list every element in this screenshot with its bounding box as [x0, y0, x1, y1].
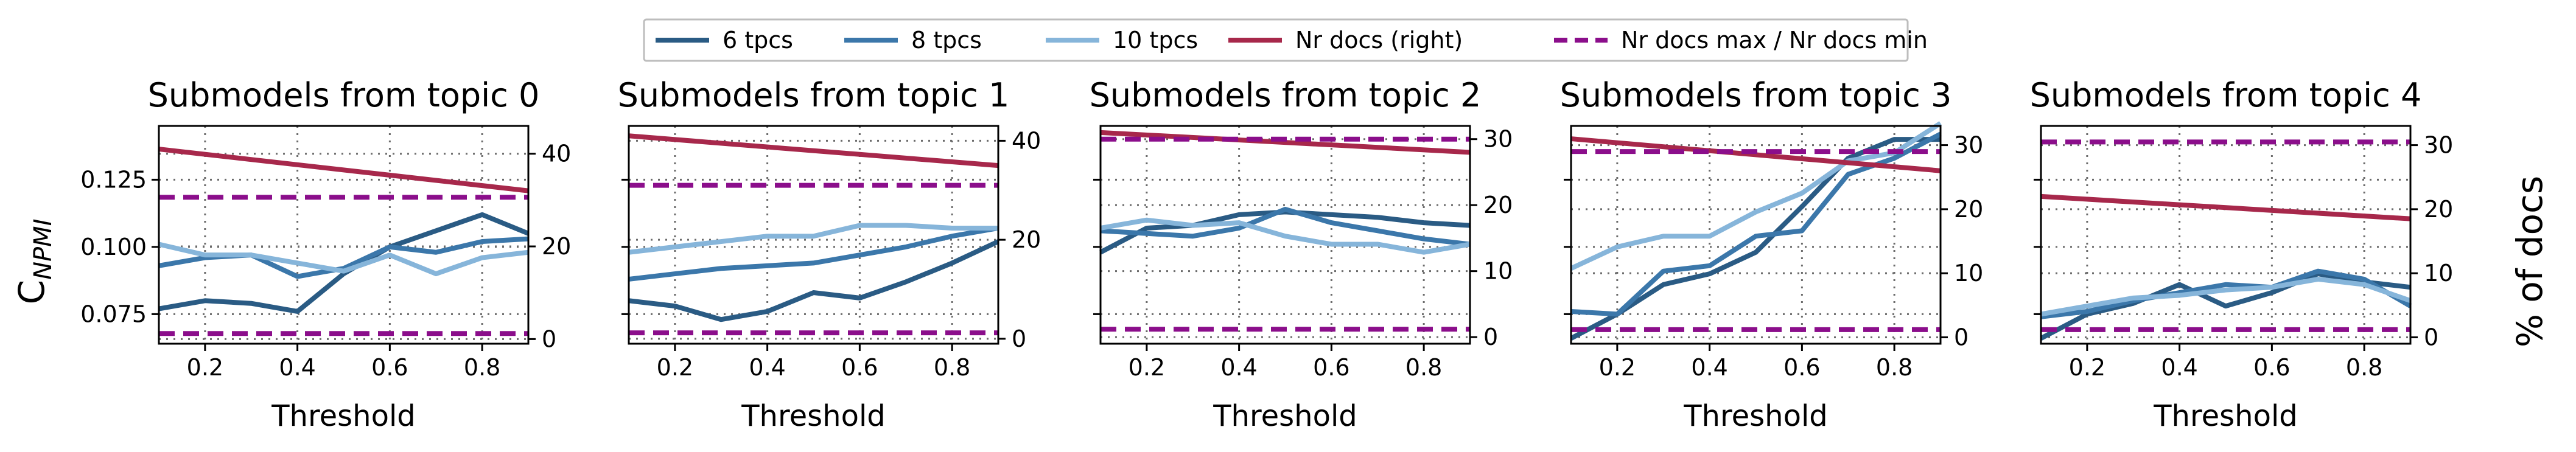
panel-4: Submodels from topic 4 0.2 0.4 0.6 0.8 Thresh…: [2030, 76, 2454, 433]
y-tick-label-left: 0.100: [80, 234, 147, 260]
y-axis-label-left: CNPMI: [11, 219, 57, 305]
x-tick-label: 0.4: [279, 354, 315, 381]
legend-label: 8 tpcs: [911, 27, 982, 54]
series-line-10-tpcs: [1570, 121, 1942, 271]
panels: Submodels from topic 0 0.2 0.4 0.6 0.8 Thresh…: [80, 76, 2453, 433]
y-tick-label-right: 10: [1483, 258, 1513, 285]
y-tick-label-left: 0.075: [80, 301, 147, 327]
series-line-nr-docs: [628, 133, 999, 169]
series-line-10-tpcs: [2040, 276, 2412, 317]
x-axis-label: Threshold: [1683, 399, 1828, 433]
x-tick-label: 0.2: [1599, 354, 1636, 381]
x-tick-label: 0.2: [2069, 354, 2105, 381]
series-line-nr-docs: [1100, 130, 1471, 155]
y-tick-label-right: 40: [542, 141, 571, 167]
x-tick-label: 0.4: [1220, 354, 1257, 381]
legend-label: Nr docs max / Nr docs min: [1621, 27, 1928, 54]
y-tick-label-left: 0.125: [80, 166, 147, 193]
axes-frame: [158, 125, 530, 345]
series-line-10-tpcs: [1100, 217, 1471, 255]
series-line-nr-docs: [158, 147, 529, 193]
x-tick-label: 0.6: [841, 354, 878, 381]
y-axis-label-right: % of docs: [2509, 176, 2550, 347]
x-tick-label: 0.2: [1129, 354, 1165, 381]
y-tick-label-right: 0: [2424, 324, 2438, 350]
axes-frame: [2040, 125, 2412, 345]
y-tick-label-right: 20: [1012, 226, 1041, 253]
x-tick-label: 0.4: [1691, 354, 1727, 381]
y-tick-label-right: 20: [1954, 196, 1983, 223]
x-tick-label: 0.6: [1313, 354, 1349, 381]
series-line-10-tpcs: [628, 223, 998, 255]
y-tick-label-right: 0: [1012, 325, 1026, 352]
y-tick-label-right: 10: [1954, 260, 1983, 287]
series-line-8-tpcs: [1100, 207, 1471, 247]
series-line-6-tpcs: [1099, 209, 1471, 255]
x-tick-label: 0.2: [187, 354, 223, 381]
y-tick-label-right: 0: [1483, 324, 1498, 350]
x-tick-label: 0.6: [371, 354, 408, 381]
panel-3: Submodels from topic 3 0.2 0.4 0.6 0.8 Thresh…: [1560, 76, 1984, 433]
axes-frame: [1570, 125, 1942, 345]
legend-label: 10 tpcs: [1113, 27, 1198, 54]
series-line-nr-docs: [1570, 136, 1941, 173]
y-tick-label-right: 30: [2424, 132, 2453, 159]
y-tick-label-right: 20: [1483, 192, 1513, 218]
x-tick-label: 0.8: [1405, 354, 1442, 381]
panel-title: Submodels from topic 0: [148, 76, 540, 114]
series-line-8-tpcs: [2040, 268, 2412, 319]
x-tick-label: 0.8: [2346, 354, 2382, 381]
axes-frame: [1099, 125, 1471, 345]
y-tick-label-right: 0: [542, 325, 556, 352]
series-line-6-tpcs: [628, 239, 999, 322]
x-axis-label: Threshold: [271, 399, 416, 433]
series-line-6-tpcs: [1570, 137, 1941, 341]
legend: 6 tpcs 8 tpcs 10 tpcs Nr docs (right) Nr doc…: [643, 18, 1928, 62]
y-tick-label-right: 30: [1483, 126, 1513, 153]
x-tick-label: 0.4: [2161, 354, 2197, 381]
x-tick-label: 0.4: [749, 354, 785, 381]
y-axis-label-left-main: C: [11, 280, 52, 305]
axes-frame: [628, 125, 999, 345]
panel-title: Submodels from topic 3: [1560, 76, 1952, 114]
y-tick-label-right: 20: [542, 233, 571, 260]
legend-label: Nr docs (right): [1295, 27, 1463, 54]
panel-title: Submodels from topic 2: [1090, 76, 1482, 114]
series-line-10-tpcs: [158, 242, 529, 277]
series-line-8-tpcs: [628, 226, 999, 282]
series-line-6-tpcs: [2040, 271, 2411, 341]
y-axis-label-left-subscript: NPMI: [29, 219, 57, 280]
series-line-nr-docs: [2040, 193, 2411, 221]
y-tick-label-right: 30: [1954, 132, 1983, 159]
x-axis-label: Threshold: [1213, 399, 1357, 433]
x-tick-label: 0.2: [657, 354, 693, 381]
series-line-8-tpcs: [1570, 131, 1942, 317]
y-tick-label-right: 40: [1012, 127, 1041, 154]
panel-title: Submodels from topic 4: [2030, 76, 2422, 114]
x-tick-label: 0.6: [2253, 354, 2290, 381]
y-tick-label-right: 20: [2424, 196, 2453, 223]
x-tick-label: 0.8: [934, 354, 970, 381]
x-tick-label: 0.8: [464, 354, 500, 381]
x-axis-label: Threshold: [2153, 399, 2298, 433]
y-tick-label-right: 0: [1954, 324, 1969, 350]
series-line-6-tpcs: [158, 212, 530, 314]
x-axis-label: Threshold: [741, 399, 886, 433]
panel-0: Submodels from topic 0 0.2 0.4 0.6 0.8 Thresh…: [80, 76, 571, 433]
legend-label: 6 tpcs: [723, 27, 793, 54]
panel-title: Submodels from topic 1: [618, 76, 1010, 114]
panel-2: Submodels from topic 2 0.2 0.4 0.6 0.8 Thresh…: [1090, 76, 1513, 433]
panel-1: Submodels from topic 1 0.2 0.4 0.6 0.8 Thresh…: [618, 76, 1041, 433]
x-tick-label: 0.6: [1783, 354, 1820, 381]
y-tick-label-right: 10: [2424, 260, 2453, 287]
x-tick-label: 0.8: [1876, 354, 1913, 381]
